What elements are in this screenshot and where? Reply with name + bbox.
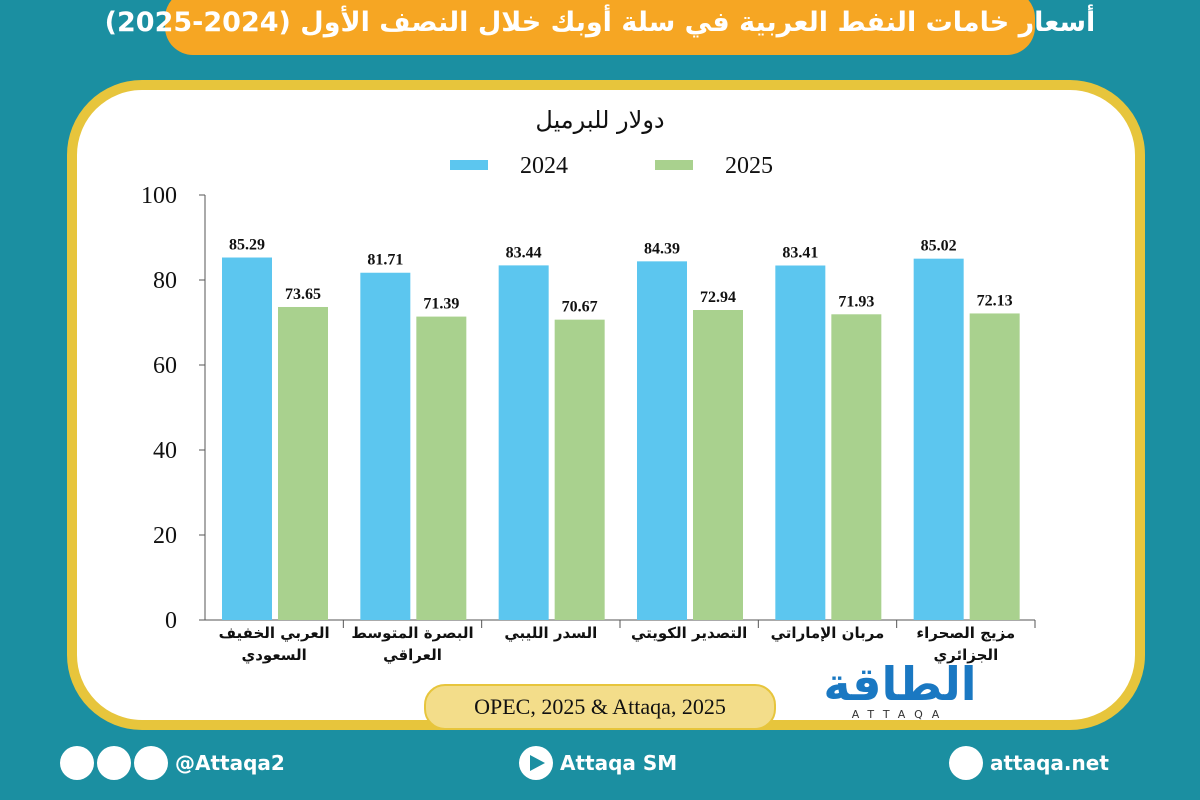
bar: [913, 258, 964, 620]
chart-subtitle: دولار للبرميل: [535, 106, 664, 134]
x-tick-label: مزيج الصحراء الجزائري: [916, 624, 1016, 664]
logo: الطاقة: [823, 657, 976, 711]
x-tick-label: البصرة المتوسط العراقي: [351, 624, 474, 664]
value-label: 84.39: [644, 240, 680, 257]
x-tick-label: العربي الخفيف السعودي: [218, 624, 330, 664]
title-banner: [165, 0, 1035, 55]
value-label: 73.65: [285, 286, 321, 303]
value-label: 83.44: [506, 244, 542, 261]
value-label: 70.67: [562, 299, 598, 316]
legend-swatch: [655, 160, 693, 170]
value-label: 72.94: [700, 289, 736, 306]
legend-swatch: [450, 160, 488, 170]
bar: [969, 313, 1020, 620]
bar: [360, 272, 411, 620]
social-icons: [60, 746, 983, 780]
y-tick-label: 80: [153, 268, 177, 294]
bar: [831, 314, 882, 620]
bar: [554, 319, 605, 620]
youtube-handle: Attaqa SM: [560, 751, 677, 775]
legend-label: 2025: [725, 153, 773, 179]
value-label: 72.13: [977, 292, 1013, 309]
value-label: 85.29: [229, 237, 265, 254]
website: attaqa.net: [990, 751, 1109, 775]
x-tick-label: التصدير الكويتي: [630, 624, 748, 642]
bar: [278, 306, 328, 620]
x-tick-label: مربان الإماراتي: [770, 624, 885, 642]
y-tick-label: 100: [141, 183, 177, 209]
logo-latin: ATTAQA: [852, 708, 949, 721]
chart-title: أسعار خامات النفط العربية في سلة أوبك خل…: [105, 4, 1096, 38]
y-tick-label: 0: [165, 608, 177, 634]
y-tick-label: 20: [153, 523, 177, 549]
value-label: 83.41: [782, 245, 818, 262]
bar: [222, 257, 272, 620]
value-label: 71.39: [423, 296, 459, 313]
bar: [775, 265, 826, 620]
social-handle: @Attaqa2: [175, 751, 285, 775]
legend-label: 2024: [520, 153, 568, 179]
value-label: 71.93: [838, 293, 874, 310]
source-box: [424, 684, 776, 730]
x-tick-label: السدر الليبي: [504, 624, 598, 642]
bar: [498, 265, 549, 620]
bar: [637, 261, 687, 620]
y-tick-label: 40: [153, 438, 177, 464]
bar: [416, 316, 467, 620]
bar: [693, 310, 743, 620]
source: OPEC, 2025 & Attaqa, 2025: [474, 694, 726, 719]
value-label: 81.71: [367, 252, 403, 269]
y-tick-label: 60: [153, 353, 177, 379]
value-label: 85.02: [921, 238, 957, 255]
